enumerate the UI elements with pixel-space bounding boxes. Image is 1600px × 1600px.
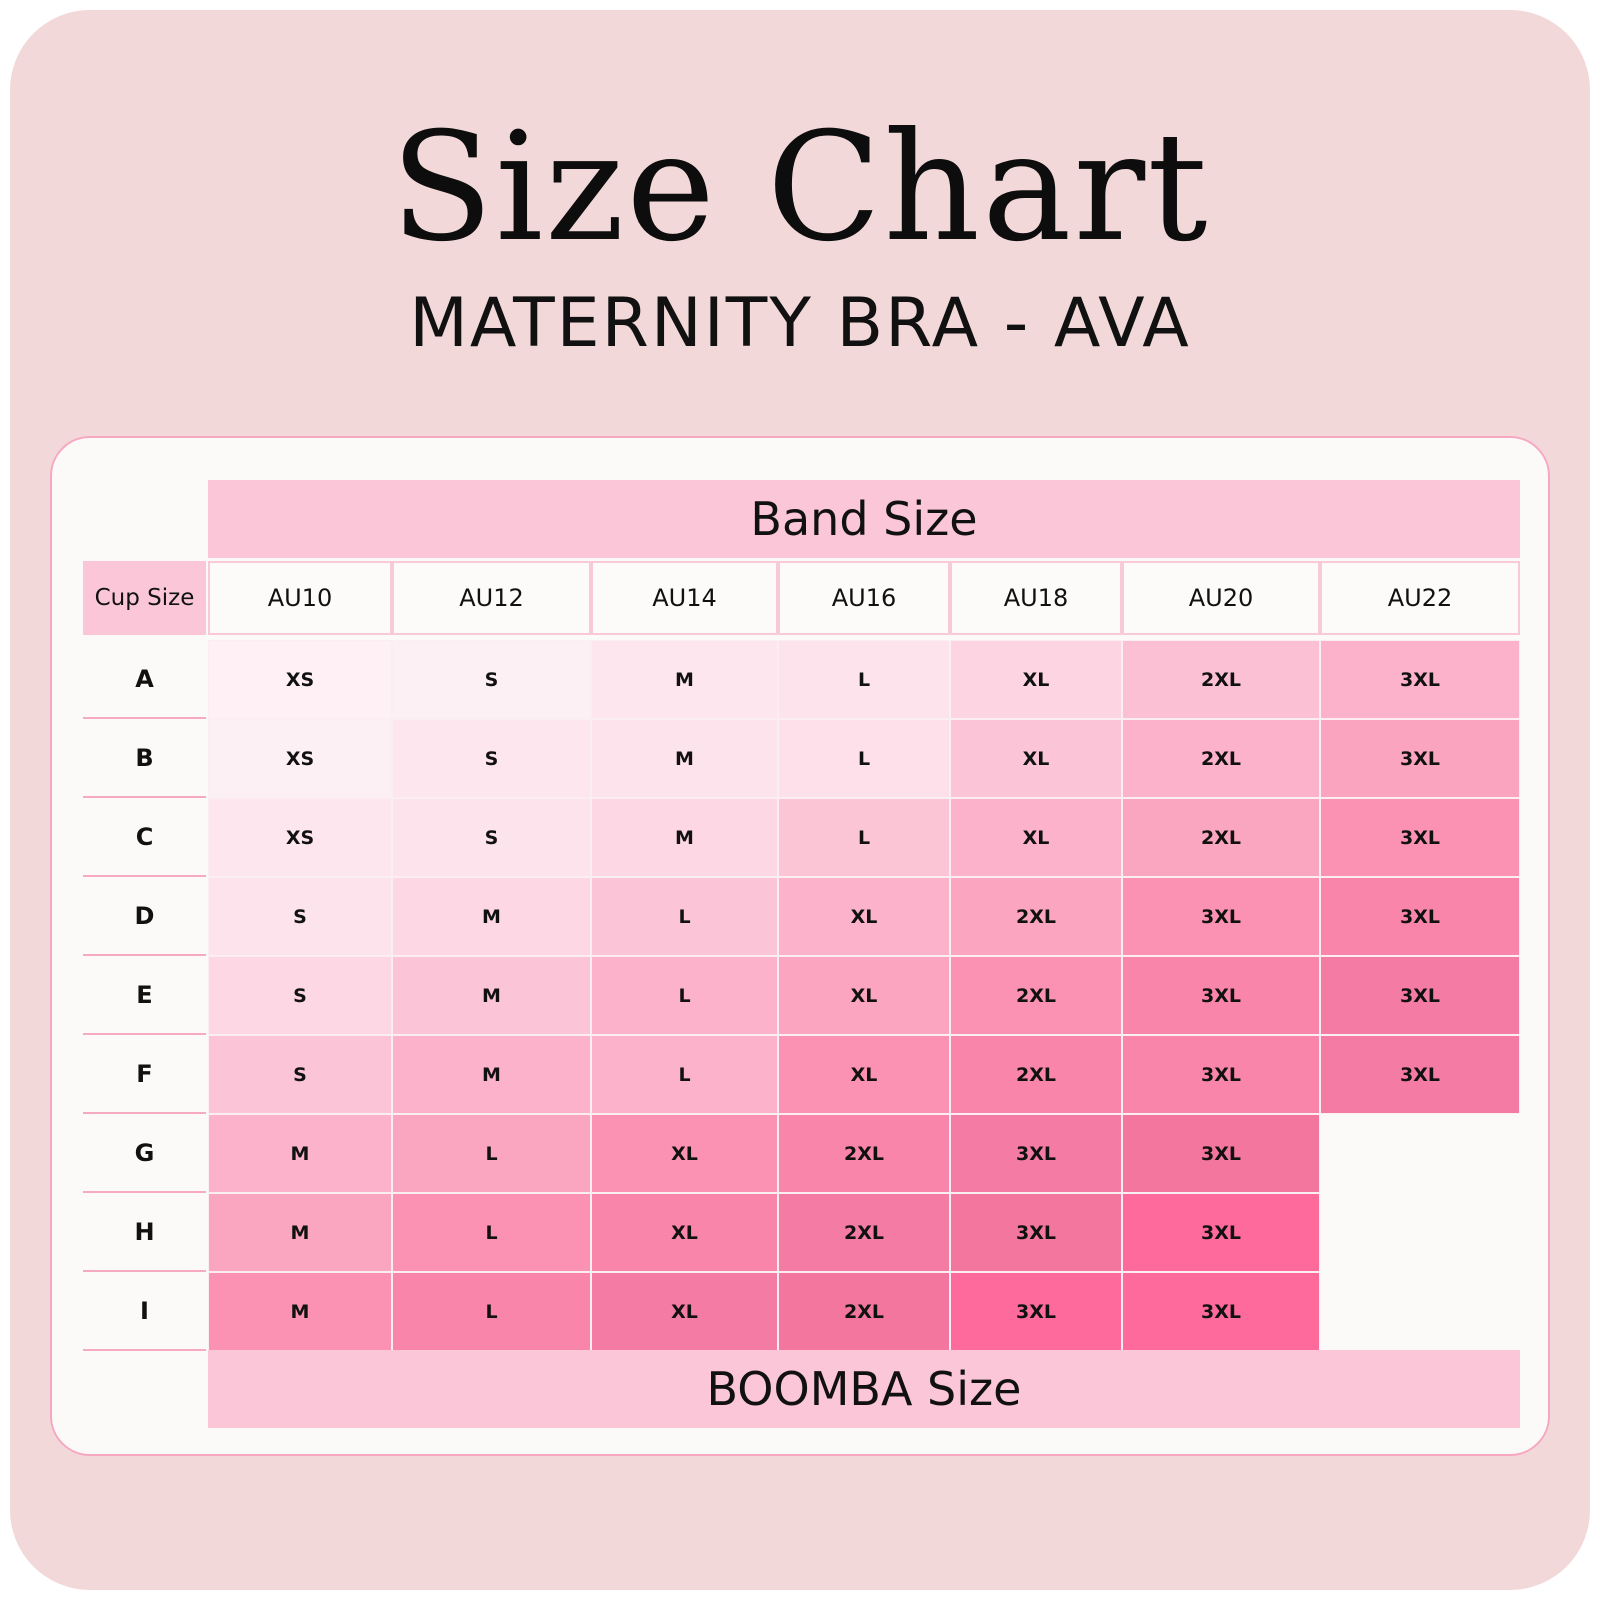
cup-size-row-label: E bbox=[83, 956, 206, 1035]
size-cell: XL bbox=[950, 798, 1122, 877]
size-cell: M bbox=[392, 877, 591, 956]
size-cell: 3XL bbox=[1122, 1193, 1320, 1272]
size-cell: L bbox=[591, 956, 778, 1035]
size-cell: 3XL bbox=[1320, 719, 1520, 798]
size-cell: M bbox=[208, 1193, 392, 1272]
size-cell: S bbox=[208, 956, 392, 1035]
boomba-size-footer: BOOMBA Size bbox=[208, 1350, 1520, 1428]
band-size-column-header: AU14 bbox=[591, 561, 778, 635]
size-cell: 2XL bbox=[950, 956, 1122, 1035]
size-cell: 3XL bbox=[1320, 798, 1520, 877]
size-cell: XL bbox=[950, 719, 1122, 798]
cup-size-row-label: G bbox=[83, 1114, 206, 1193]
size-cell: L bbox=[392, 1114, 591, 1193]
size-cell: 3XL bbox=[950, 1114, 1122, 1193]
size-cell: 3XL bbox=[950, 1193, 1122, 1272]
size-cell: 3XL bbox=[1320, 1035, 1520, 1114]
size-cell: XL bbox=[778, 877, 950, 956]
size-cell: 3XL bbox=[1122, 956, 1320, 1035]
size-cell: M bbox=[591, 798, 778, 877]
size-cell: XL bbox=[591, 1193, 778, 1272]
size-cell: L bbox=[778, 640, 950, 719]
cup-size-row-label: C bbox=[83, 798, 206, 877]
size-cell: M bbox=[208, 1272, 392, 1351]
size-cell: 2XL bbox=[1122, 640, 1320, 719]
size-cell: M bbox=[208, 1114, 392, 1193]
size-cell: S bbox=[392, 798, 591, 877]
size-cell: XS bbox=[208, 640, 392, 719]
size-cell: 3XL bbox=[1320, 877, 1520, 956]
size-cell: S bbox=[392, 640, 591, 719]
size-cell: XL bbox=[950, 640, 1122, 719]
size-cell: L bbox=[591, 1035, 778, 1114]
band-size-column-header: AU10 bbox=[208, 561, 392, 635]
size-cell: XS bbox=[208, 798, 392, 877]
size-cell bbox=[1320, 1193, 1520, 1272]
size-cell: XS bbox=[208, 719, 392, 798]
size-cell: XL bbox=[591, 1272, 778, 1351]
size-cell: 2XL bbox=[1122, 798, 1320, 877]
size-cell: 2XL bbox=[778, 1272, 950, 1351]
size-cell: 3XL bbox=[1122, 877, 1320, 956]
size-cell: L bbox=[392, 1272, 591, 1351]
size-cell: M bbox=[591, 640, 778, 719]
size-cell bbox=[1320, 1114, 1520, 1193]
size-cell: L bbox=[591, 877, 778, 956]
cup-size-row-label: F bbox=[83, 1035, 206, 1114]
page-title: Size Chart bbox=[390, 101, 1210, 275]
size-cell: 3XL bbox=[1320, 640, 1520, 719]
size-cell: L bbox=[778, 798, 950, 877]
size-cell: M bbox=[392, 1035, 591, 1114]
band-size-column-header: AU22 bbox=[1320, 561, 1520, 635]
size-cell: 3XL bbox=[1122, 1114, 1320, 1193]
size-cell: 3XL bbox=[950, 1272, 1122, 1351]
cup-size-row-label: B bbox=[83, 719, 206, 798]
cup-size-row-label: I bbox=[83, 1272, 206, 1351]
cup-size-header: Cup Size bbox=[83, 561, 206, 635]
size-cell: L bbox=[392, 1193, 591, 1272]
size-cell: S bbox=[208, 877, 392, 956]
size-cell: M bbox=[392, 956, 591, 1035]
band-size-column-header: AU12 bbox=[392, 561, 591, 635]
cup-size-row-label: A bbox=[83, 640, 206, 719]
band-size-header: Band Size bbox=[208, 480, 1520, 558]
size-cell: XL bbox=[591, 1114, 778, 1193]
size-cell: M bbox=[591, 719, 778, 798]
size-cell bbox=[1320, 1272, 1520, 1351]
cup-size-row-label: D bbox=[83, 877, 206, 956]
size-cell: S bbox=[392, 719, 591, 798]
page-subtitle: MATERNITY BRA - AVA bbox=[409, 284, 1191, 363]
size-cell: 3XL bbox=[1122, 1272, 1320, 1351]
size-cell: 2XL bbox=[950, 877, 1122, 956]
cup-size-row-label: H bbox=[83, 1193, 206, 1272]
band-size-column-header: AU18 bbox=[950, 561, 1122, 635]
size-cell: S bbox=[208, 1035, 392, 1114]
size-cell: 2XL bbox=[778, 1114, 950, 1193]
size-cell: L bbox=[778, 719, 950, 798]
size-cell: 2XL bbox=[950, 1035, 1122, 1114]
size-cell: XL bbox=[778, 956, 950, 1035]
size-cell: XL bbox=[778, 1035, 950, 1114]
size-cell: 2XL bbox=[1122, 719, 1320, 798]
band-size-column-header: AU16 bbox=[778, 561, 950, 635]
size-cell: 3XL bbox=[1122, 1035, 1320, 1114]
size-cell: 3XL bbox=[1320, 956, 1520, 1035]
band-size-column-header: AU20 bbox=[1122, 561, 1320, 635]
size-cell: 2XL bbox=[778, 1193, 950, 1272]
